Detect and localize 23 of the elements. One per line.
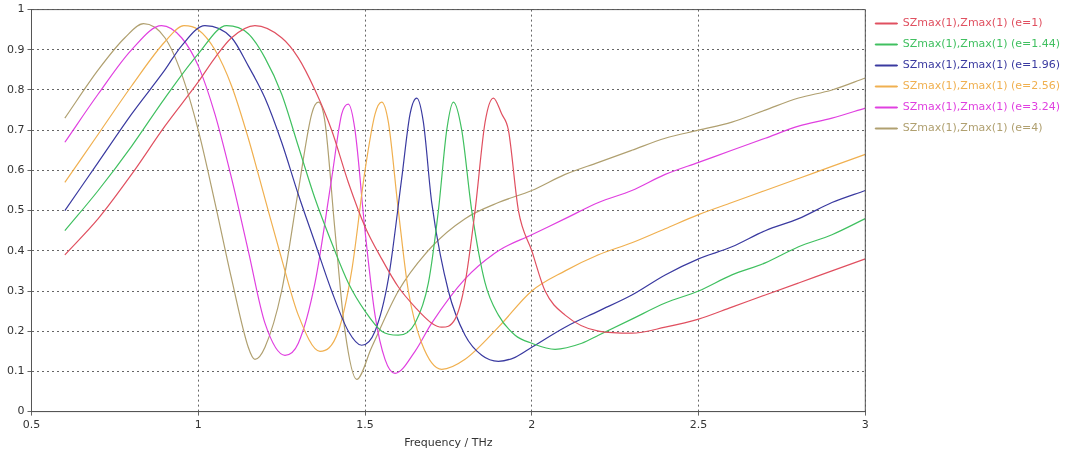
y-tick-label: 0.8	[6, 82, 25, 96]
y-tick-label: 0.4	[6, 243, 25, 257]
y-tick-label: 0.6	[6, 163, 25, 177]
legend-label: SZmax(1),Zmax(1) (e=3.24)	[902, 100, 1060, 114]
y-tick-label: 0.7	[6, 123, 25, 137]
y-tick-label: 0.5	[6, 203, 25, 217]
x-tick-label: 1.5	[356, 418, 374, 432]
x-axis-title: Frequency / THz	[404, 436, 493, 450]
y-tick-label: 0.9	[6, 42, 25, 56]
x-tick-label: 1	[194, 418, 202, 432]
legend-label: SZmax(1),Zmax(1) (e=2.56)	[902, 79, 1060, 93]
x-tick-label: 2.5	[689, 418, 708, 432]
legend-label: SZmax(1),Zmax(1) (e=4)	[902, 121, 1043, 135]
x-tick-label: 3	[861, 418, 869, 432]
legend-label: SZmax(1),Zmax(1) (e=1.96)	[902, 58, 1060, 72]
y-tick-label: 0.2	[6, 324, 25, 338]
y-tick-label: 0	[17, 404, 25, 418]
y-tick-label: 1	[17, 2, 25, 16]
y-tick-label: 0.1	[6, 364, 25, 378]
legend-label: SZmax(1),Zmax(1) (e=1.44)	[902, 37, 1060, 51]
legend-label: SZmax(1),Zmax(1) (e=1)	[902, 16, 1043, 30]
x-tick-label: 2	[528, 418, 536, 432]
y-tick-label: 0.3	[6, 283, 25, 297]
